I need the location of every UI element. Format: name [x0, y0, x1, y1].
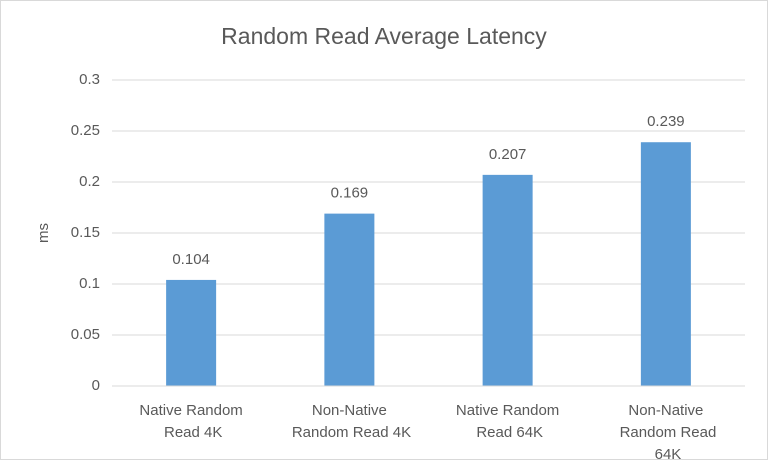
y-axis-label: ms — [35, 223, 52, 243]
data-label: 0.207 — [489, 146, 527, 163]
bar — [640, 142, 691, 386]
y-tick-label: 0.15 — [71, 224, 100, 241]
data-label: 0.239 — [647, 113, 685, 130]
x-tick-label: Non-Native Random Read 64K — [615, 402, 716, 460]
y-tick-label: 0.25 — [71, 122, 100, 139]
bar — [324, 213, 375, 386]
chart-title: Random Read Average Latency — [221, 23, 547, 49]
bar — [166, 279, 217, 386]
y-tick-label: 0 — [92, 377, 100, 394]
y-tick-label: 0.3 — [79, 71, 100, 88]
data-label: 0.169 — [331, 185, 369, 202]
x-tick-label: Native Random Read 4K — [139, 402, 242, 441]
data-label: 0.104 — [172, 251, 210, 268]
x-tick-label: Native Random Read 64K — [456, 402, 559, 441]
x-tick-label: Non-Native Random Read 4K — [288, 402, 411, 441]
y-tick-label: 0.2 — [79, 173, 100, 190]
y-tick-label: 0.1 — [79, 275, 100, 292]
bar — [482, 174, 533, 386]
y-tick-label: 0.05 — [71, 326, 100, 343]
